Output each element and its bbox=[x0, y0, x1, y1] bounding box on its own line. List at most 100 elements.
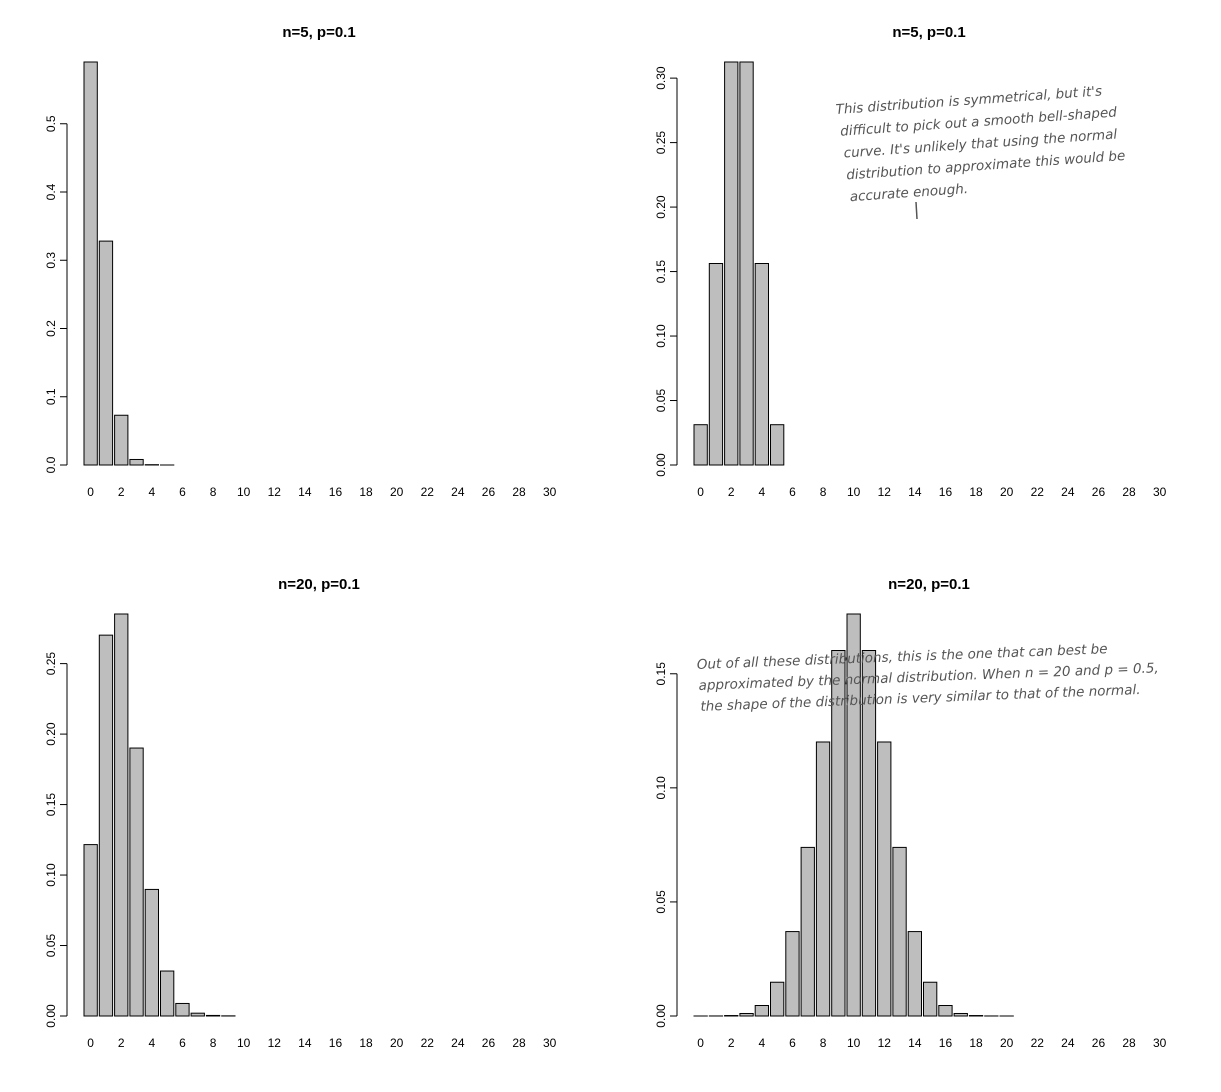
x-tick-label-1-15: 30 bbox=[543, 485, 557, 499]
x-tick-label-2-9: 18 bbox=[969, 485, 983, 499]
bar-4-4 bbox=[754, 1005, 770, 1017]
y-tick-label-4-2: 0.10 bbox=[654, 776, 668, 800]
x-tick-label-3-13: 26 bbox=[482, 1036, 496, 1050]
y-tick-label-1-4: 0.4 bbox=[44, 183, 58, 200]
bar-2-0 bbox=[693, 424, 708, 466]
y-tick-label-4-0: 0.00 bbox=[654, 1004, 668, 1028]
bar-1-3 bbox=[129, 458, 144, 466]
bar-1-2 bbox=[114, 414, 129, 466]
x-tick-label-1-13: 26 bbox=[482, 485, 496, 499]
x-tick-label-2-13: 26 bbox=[1092, 485, 1106, 499]
annotation-2-line-5: accurate enough. bbox=[849, 181, 968, 205]
x-tick-label-4-1: 2 bbox=[728, 1036, 735, 1050]
x-tick-label-3-0: 0 bbox=[87, 1036, 94, 1050]
x-tick-label-3-14: 28 bbox=[512, 1036, 526, 1050]
x-axis-4: 0 2 4 6 8 10 12 14 16 18 20 22 24 26 28 30 bbox=[697, 1036, 1166, 1050]
x-tick-label-2-5: 10 bbox=[847, 485, 861, 499]
bar-4-17 bbox=[953, 1012, 968, 1017]
x-tick-label-2-0: 0 bbox=[697, 485, 704, 499]
y-axis-1: 0.0 0.1 0.2 0.3 0.4 0.5 bbox=[44, 115, 68, 473]
chart-title-3: n=20, p=0.1 bbox=[278, 576, 360, 593]
y-tick-label-3-1: 0.05 bbox=[44, 934, 58, 958]
y-tick-label-2-2: 0.10 bbox=[654, 324, 668, 348]
x-tick-label-2-1: 2 bbox=[728, 485, 735, 499]
x-tick-label-2-6: 12 bbox=[878, 485, 892, 499]
y-tick-label-4-1: 0.05 bbox=[654, 890, 668, 914]
x-tick-label-4-14: 28 bbox=[1122, 1036, 1136, 1050]
x-tick-label-2-4: 8 bbox=[820, 485, 827, 499]
x-axis-1: 0 2 4 6 8 10 12 14 16 18 20 22 24 26 28 30 bbox=[87, 485, 556, 499]
x-axis-2: 0 2 4 6 8 10 12 14 16 18 20 22 24 26 28 30 bbox=[697, 485, 1166, 499]
x-tick-label-3-6: 12 bbox=[268, 1036, 282, 1050]
x-tick-label-4-2: 4 bbox=[759, 1036, 766, 1050]
y-tick-label-2-1: 0.05 bbox=[654, 389, 668, 413]
x-tick-label-1-8: 16 bbox=[329, 485, 343, 499]
x-tick-label-1-2: 4 bbox=[149, 485, 156, 499]
bar-4-7 bbox=[800, 846, 815, 1017]
x-tick-label-2-11: 22 bbox=[1031, 485, 1045, 499]
x-tick-label-4-8: 16 bbox=[939, 1036, 953, 1050]
x-tick-label-1-7: 14 bbox=[298, 485, 312, 499]
bar-4-12 bbox=[877, 741, 892, 1017]
x-tick-label-3-4: 8 bbox=[210, 1036, 217, 1050]
bars-3 bbox=[83, 613, 236, 1017]
y-tick-label-2-3: 0.15 bbox=[654, 260, 668, 284]
bar-3-7 bbox=[190, 1012, 205, 1017]
annotation-4: Out of all these distributions, this is … bbox=[697, 641, 1159, 715]
x-tick-label-3-3: 6 bbox=[179, 1036, 186, 1050]
y-tick-label-2-0: 0.00 bbox=[654, 453, 668, 477]
x-tick-label-3-7: 14 bbox=[298, 1036, 312, 1050]
bar-2-3 bbox=[739, 61, 754, 466]
x-tick-label-1-0: 0 bbox=[87, 485, 94, 499]
x-tick-label-2-14: 28 bbox=[1122, 485, 1136, 499]
x-tick-label-3-8: 16 bbox=[329, 1036, 343, 1050]
y-tick-label-2-6: 0.30 bbox=[654, 66, 668, 90]
x-tick-label-2-15: 30 bbox=[1153, 485, 1167, 499]
chart-panel-1: n=5, p=0.1 0.00.10.20.30.40.5 0 2 4 6 8 10 12 1… bbox=[44, 24, 557, 499]
x-tick-label-4-6: 12 bbox=[878, 1036, 892, 1050]
x-tick-label-1-10: 20 bbox=[390, 485, 404, 499]
chart-title-1: n=5, p=0.1 bbox=[282, 24, 355, 41]
bar-4-16 bbox=[938, 1005, 953, 1017]
y-axis-4: 0.00 0.05 0.10 0.15 bbox=[654, 662, 678, 1028]
bars-4 bbox=[693, 613, 1014, 1017]
x-tick-label-4-7: 14 bbox=[908, 1036, 922, 1050]
y-tick-label-1-5: 0.5 bbox=[44, 115, 58, 132]
y-tick-label-2-4: 0.20 bbox=[654, 195, 668, 219]
x-tick-label-3-10: 20 bbox=[390, 1036, 404, 1050]
bar-1-1 bbox=[98, 240, 114, 466]
bar-4-15 bbox=[923, 981, 938, 1017]
x-tick-label-3-9: 18 bbox=[359, 1036, 373, 1050]
x-tick-label-2-3: 6 bbox=[789, 485, 796, 499]
bar-4-11 bbox=[861, 650, 877, 1017]
bars-1 bbox=[83, 61, 175, 466]
x-tick-label-3-12: 24 bbox=[451, 1036, 465, 1050]
x-tick-label-1-12: 24 bbox=[451, 485, 465, 499]
bar-3-0 bbox=[83, 844, 98, 1017]
x-tick-label-4-0: 0 bbox=[697, 1036, 704, 1050]
bar-4-6 bbox=[785, 931, 800, 1017]
y-tick-label-1-3: 0.3 bbox=[44, 252, 58, 269]
bar-2-4 bbox=[754, 263, 770, 466]
bar-2-2 bbox=[724, 61, 739, 466]
x-tick-label-4-5: 10 bbox=[847, 1036, 861, 1050]
bar-4-10 bbox=[846, 613, 861, 1017]
y-axis-3: 0.00 0.05 0.10 0.15 0.20 0.25 bbox=[44, 652, 68, 1028]
bar-4-14 bbox=[907, 931, 923, 1017]
bar-4-5 bbox=[770, 981, 785, 1017]
x-tick-label-2-10: 20 bbox=[1000, 485, 1014, 499]
chart-panel-4: n=20, p=0.1 0.000.050.100.15 0 2 4 6 8 10 12 14… bbox=[654, 576, 1167, 1050]
x-tick-label-3-2: 4 bbox=[149, 1036, 156, 1050]
bar-3-8 bbox=[205, 1014, 221, 1017]
x-tick-label-1-11: 22 bbox=[421, 485, 435, 499]
x-tick-label-1-3: 6 bbox=[179, 485, 186, 499]
x-tick-label-1-5: 10 bbox=[237, 485, 251, 499]
bar-3-2 bbox=[114, 613, 129, 1017]
x-tick-label-3-1: 2 bbox=[118, 1036, 125, 1050]
bar-4-8 bbox=[815, 741, 831, 1017]
x-tick-label-4-11: 22 bbox=[1031, 1036, 1045, 1050]
x-tick-label-3-11: 22 bbox=[421, 1036, 435, 1050]
x-tick-label-1-1: 2 bbox=[118, 485, 125, 499]
